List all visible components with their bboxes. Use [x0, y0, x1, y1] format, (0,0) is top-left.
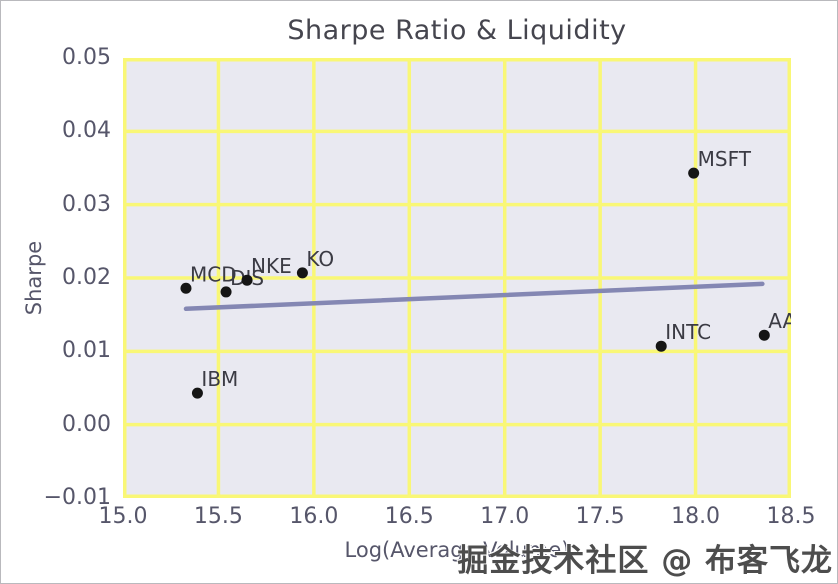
x-tick-label: 18.5 [766, 504, 816, 529]
y-tick-label: 0.04 [62, 118, 111, 144]
x-tick-label: 15.5 [193, 504, 243, 529]
x-axis-label: Log(Average Volume) [344, 538, 570, 562]
y-tick-label: 0.03 [62, 191, 111, 217]
point-label-nke: NKE [251, 254, 292, 278]
x-tick-label: 16.0 [289, 504, 339, 529]
point-label-mcd: MCD [190, 262, 237, 286]
scatter-plot-canvas: MCDDISNKEKOIBMINTCMSFTAAPL [123, 58, 791, 498]
watermark-text: 掘金技术社区 @ 布客飞龙 [457, 543, 833, 579]
point-label-msft: MSFT [698, 147, 752, 171]
scatter-point-ibm [191, 387, 203, 399]
plot-border [123, 58, 791, 498]
y-tick-label: 0.05 [62, 45, 111, 70]
scatter-point-ko [296, 267, 308, 279]
point-label-aapl: AAPL [768, 309, 791, 333]
point-label-ibm: IBM [201, 367, 238, 391]
y-tick-label: 0.01 [62, 338, 111, 364]
scatter-point-nke [241, 274, 253, 286]
x-tick-label: 17.0 [480, 504, 530, 529]
scatter-point-msft [688, 167, 700, 179]
point-label-intc: INTC [665, 320, 711, 344]
x-tick-label: 17.5 [575, 504, 625, 529]
y-tick-label: −0.01 [43, 485, 111, 510]
plot-area: MCDDISNKEKOIBMINTCMSFTAAPL [123, 58, 791, 498]
x-tick-label: 15.0 [98, 504, 148, 529]
x-tick-label: 18.0 [671, 504, 721, 529]
regression-trendline [183, 281, 765, 312]
chart-title: Sharpe Ratio & Liquidity [287, 15, 627, 46]
point-label-ko: KO [306, 247, 334, 271]
scatter-point-mcd [180, 282, 192, 294]
scatter-point-intc [655, 340, 667, 352]
y-tick-label: 0.00 [62, 411, 111, 437]
y-tick-label: 0.02 [62, 265, 111, 290]
scatter-point-dis [220, 286, 232, 298]
x-tick-label: 16.5 [384, 504, 434, 529]
scatter-point-aapl [758, 329, 770, 341]
